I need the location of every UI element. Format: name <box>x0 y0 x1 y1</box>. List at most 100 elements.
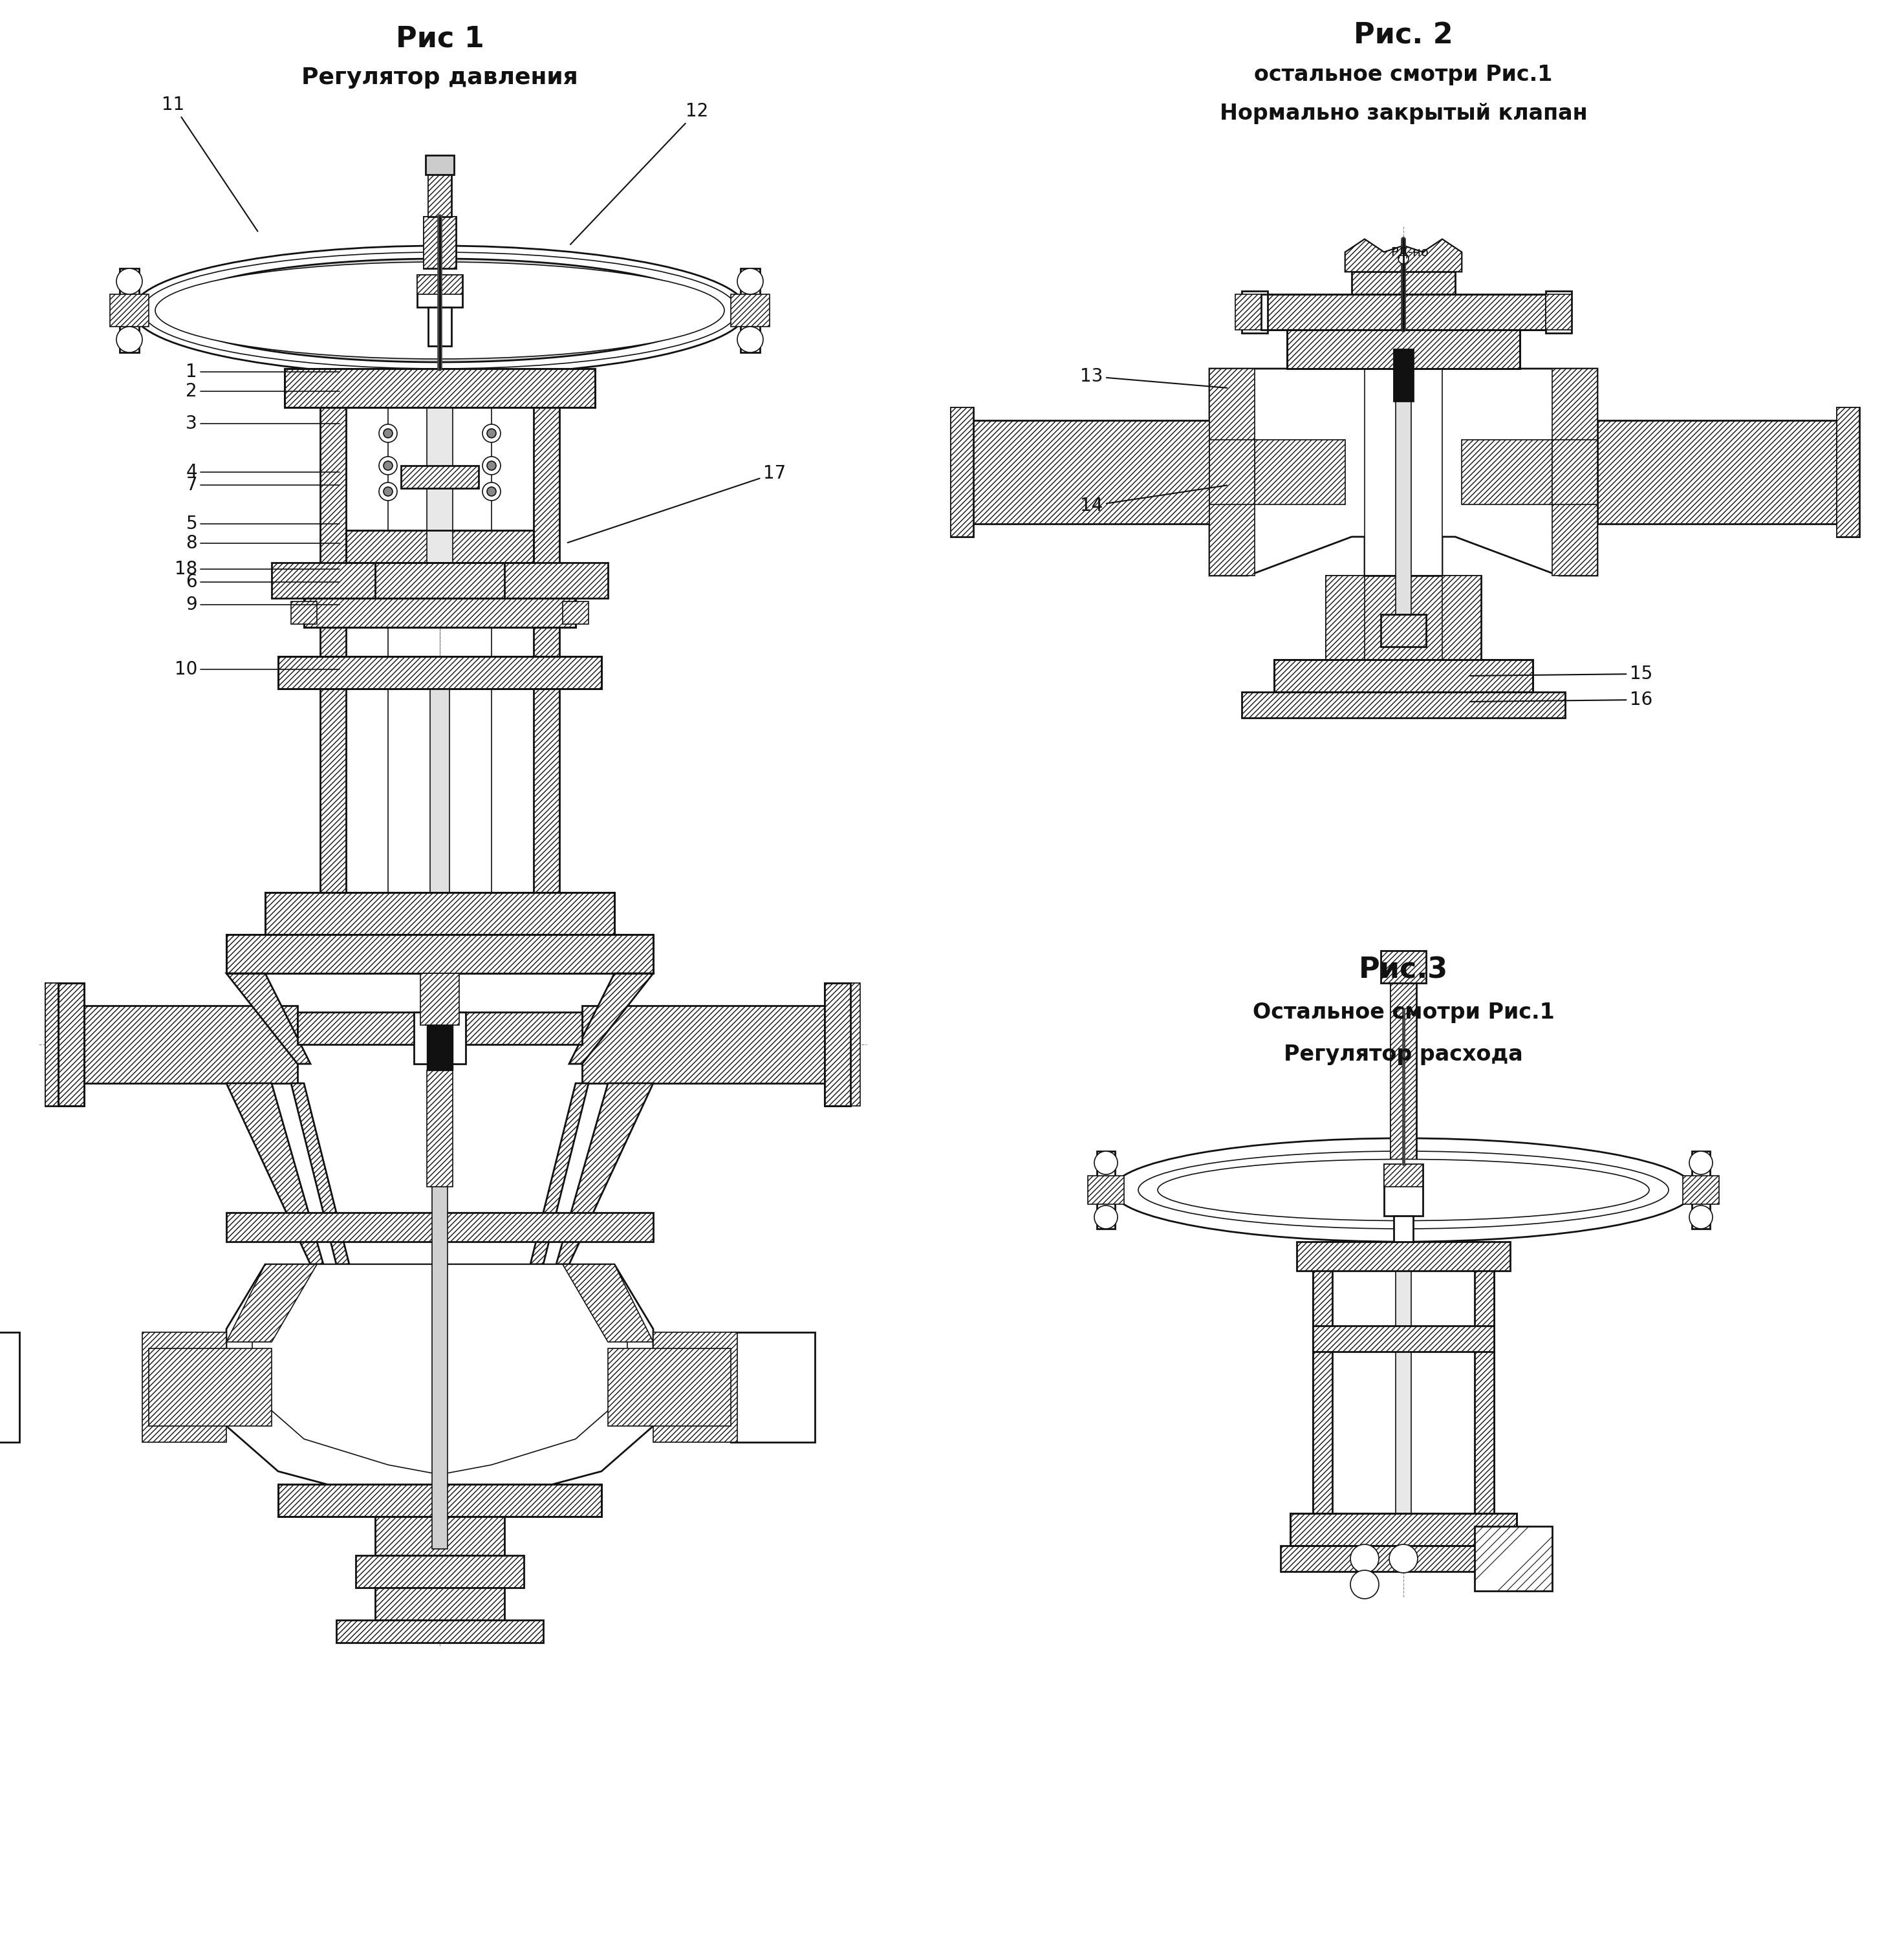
Polygon shape <box>1546 294 1571 329</box>
Polygon shape <box>583 1006 824 1084</box>
Polygon shape <box>731 294 769 327</box>
Bar <box>1287 329 1519 370</box>
Circle shape <box>482 457 501 474</box>
Bar <box>1693 1151 1710 1229</box>
Polygon shape <box>950 408 973 536</box>
Circle shape <box>482 424 501 443</box>
Bar <box>1384 1165 1422 1215</box>
Polygon shape <box>653 1333 737 1442</box>
Bar <box>305 598 575 627</box>
Polygon shape <box>227 1264 653 1509</box>
Bar <box>1260 294 1546 329</box>
Polygon shape <box>531 1084 588 1264</box>
Text: 15: 15 <box>1470 666 1653 683</box>
Bar <box>426 1026 453 1070</box>
Bar <box>1396 370 1411 615</box>
Bar <box>1365 370 1441 575</box>
Bar <box>421 973 459 1026</box>
Text: 11: 11 <box>162 95 257 232</box>
Bar <box>375 1517 505 1556</box>
Bar <box>347 530 533 563</box>
Polygon shape <box>1209 370 1597 575</box>
Bar <box>731 1333 815 1442</box>
Bar <box>950 408 973 536</box>
Text: Нормально закрытый клапан: Нормально закрытый клапан <box>1220 103 1588 124</box>
Text: 8: 8 <box>187 534 198 551</box>
Text: 12: 12 <box>571 103 708 244</box>
Polygon shape <box>1683 1176 1719 1204</box>
Polygon shape <box>168 259 712 362</box>
Bar <box>284 370 594 408</box>
Text: Регулятор расхода: Регулятор расхода <box>1283 1043 1523 1064</box>
Polygon shape <box>971 420 1209 524</box>
Polygon shape <box>607 1349 731 1426</box>
Bar <box>278 656 602 689</box>
Circle shape <box>487 488 497 495</box>
Polygon shape <box>1837 408 1860 536</box>
Polygon shape <box>149 1349 272 1426</box>
Circle shape <box>487 430 497 437</box>
Circle shape <box>379 482 398 501</box>
Ellipse shape <box>1139 1151 1668 1229</box>
Bar <box>432 1070 447 1548</box>
Bar <box>1297 1242 1510 1271</box>
Bar <box>1380 615 1426 646</box>
Text: 10: 10 <box>175 660 198 679</box>
Bar <box>417 275 463 294</box>
Bar <box>1241 290 1268 333</box>
Polygon shape <box>1236 294 1260 329</box>
Bar <box>426 408 453 563</box>
Bar <box>337 1620 543 1643</box>
Circle shape <box>1350 1569 1378 1598</box>
Polygon shape <box>564 602 588 625</box>
Circle shape <box>737 269 764 294</box>
Text: 5: 5 <box>187 515 198 532</box>
Bar <box>1384 1165 1422 1186</box>
Polygon shape <box>1346 240 1462 271</box>
Polygon shape <box>1352 271 1455 294</box>
Text: остальное смотри Рис.1: остальное смотри Рис.1 <box>1255 64 1552 85</box>
Text: 1: 1 <box>187 364 198 381</box>
Polygon shape <box>1462 439 1552 505</box>
Ellipse shape <box>156 261 724 358</box>
Polygon shape <box>1087 1176 1123 1204</box>
Polygon shape <box>824 983 861 1107</box>
Polygon shape <box>320 408 347 892</box>
Bar <box>1546 290 1571 333</box>
Text: 4: 4 <box>187 462 198 482</box>
Polygon shape <box>556 1084 653 1264</box>
Text: Остальное смотри Рис.1: Остальное смотри Рис.1 <box>1253 1002 1554 1024</box>
Bar <box>46 983 59 1107</box>
Polygon shape <box>533 408 560 892</box>
Bar <box>1390 983 1417 1165</box>
Bar <box>1097 1151 1116 1229</box>
Circle shape <box>1350 1544 1378 1573</box>
Bar <box>265 892 615 935</box>
Polygon shape <box>227 1084 324 1264</box>
Polygon shape <box>569 973 653 1064</box>
Bar <box>824 983 851 1107</box>
Bar <box>1260 294 1546 329</box>
Circle shape <box>116 327 143 352</box>
Polygon shape <box>1314 1242 1333 1513</box>
Polygon shape <box>251 1264 626 1474</box>
Ellipse shape <box>1112 1138 1695 1242</box>
Circle shape <box>1095 1151 1118 1175</box>
Polygon shape <box>46 983 59 1107</box>
Bar <box>1287 329 1519 370</box>
Bar <box>402 466 478 488</box>
Circle shape <box>487 461 497 470</box>
Text: 9: 9 <box>187 596 198 613</box>
Bar <box>824 983 851 1107</box>
Bar <box>423 217 455 269</box>
Bar <box>59 983 84 1107</box>
Polygon shape <box>1474 1242 1495 1513</box>
Bar <box>1274 660 1533 693</box>
Bar <box>428 174 451 217</box>
Bar <box>227 935 653 973</box>
Text: 14: 14 <box>1080 486 1226 515</box>
Polygon shape <box>110 294 149 327</box>
Bar <box>1394 348 1413 401</box>
Bar <box>227 1213 653 1242</box>
Circle shape <box>383 488 392 495</box>
